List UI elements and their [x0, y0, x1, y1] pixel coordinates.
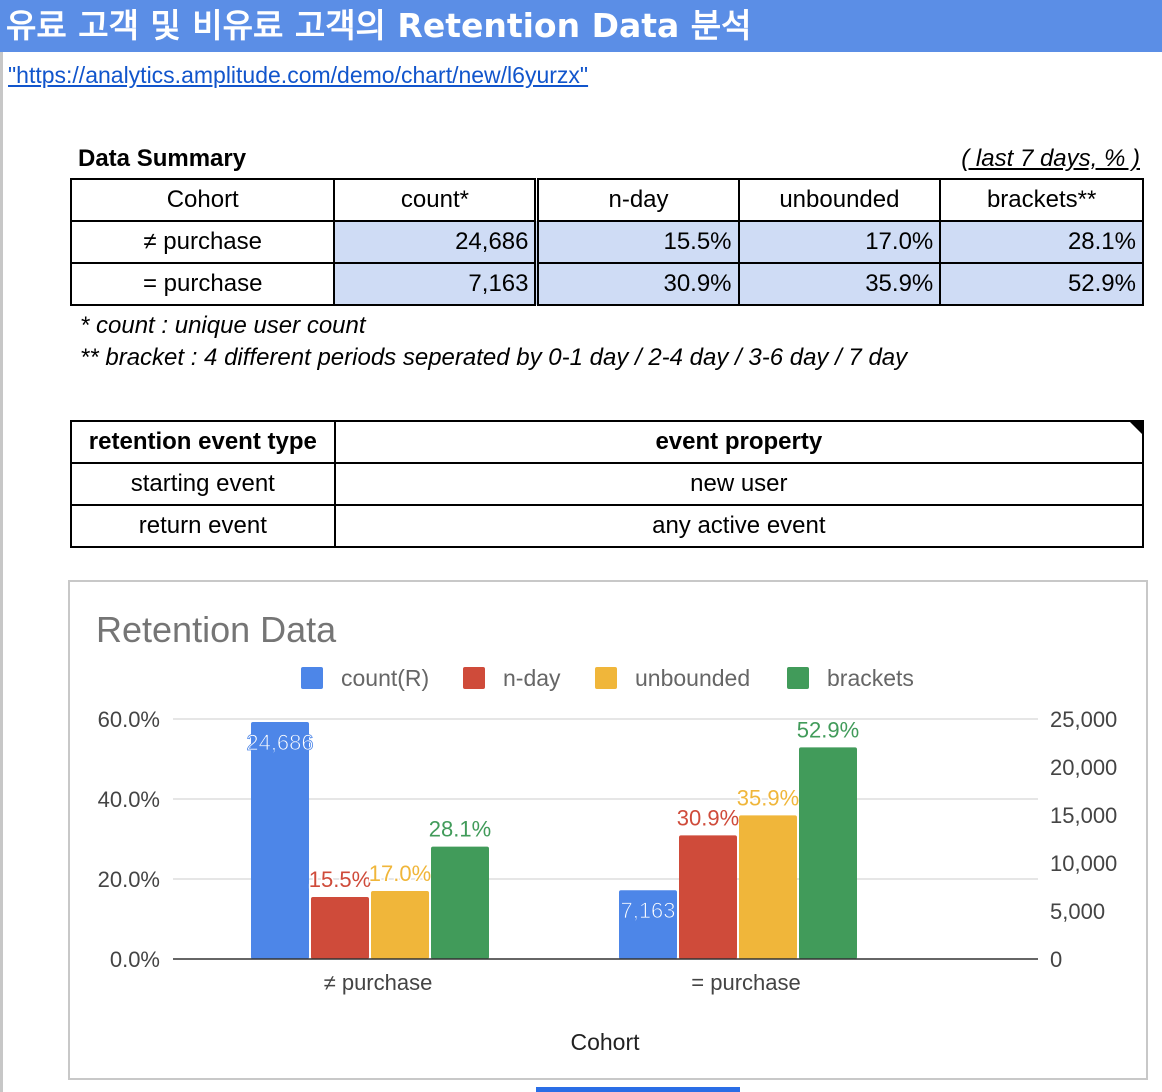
y-tick-label: 40.0% — [98, 787, 160, 812]
event-header-row: retention event type event property — [70, 420, 1145, 464]
table-row: starting event new user — [70, 462, 1145, 506]
bar — [371, 891, 429, 959]
cell-event-type[interactable]: return event — [70, 504, 336, 548]
data-label: 7,163 — [620, 898, 675, 923]
amplitude-chart-link[interactable]: "https://analytics.amplitude.com/demo/ch… — [8, 62, 589, 88]
data-label: 17.0% — [369, 861, 431, 886]
cell-unbounded[interactable]: 17.0% — [737, 220, 942, 264]
cell-brackets[interactable]: 28.1% — [939, 220, 1144, 264]
y2-tick-label: 15,000 — [1050, 803, 1117, 828]
cell-event-type[interactable]: starting event — [70, 462, 336, 506]
cell-cohort[interactable]: ≠ purchase — [69, 220, 336, 264]
left-gutter — [0, 0, 3, 1092]
event-table: retention event type event property star… — [70, 420, 1145, 548]
legend-label: count(R) — [341, 665, 429, 691]
cell-count[interactable]: 7,163 — [333, 262, 538, 306]
note-bracket: ** bracket : 4 different periods seperat… — [80, 344, 908, 371]
header-unbounded[interactable]: unbounded — [737, 178, 942, 222]
legend-swatch — [595, 667, 617, 689]
bar — [739, 815, 797, 959]
cell-nday[interactable]: 15.5% — [534, 220, 740, 264]
x-axis-title: Cohort — [570, 1029, 640, 1055]
header-event-property[interactable]: event property — [333, 420, 1145, 464]
note-count: * count : unique user count — [80, 312, 366, 339]
cell-event-property[interactable]: any active event — [333, 504, 1145, 548]
y-tick-label: 20.0% — [98, 867, 160, 892]
legend-label: n-day — [503, 665, 561, 691]
bar — [679, 835, 737, 959]
summary-range: ( last 7 days, % ) — [961, 145, 1140, 172]
page-title: 유료 고객 및 비유료 고객의 Retention Data 분석 — [0, 0, 1162, 52]
bar — [799, 747, 857, 959]
data-label: 24,686 — [246, 730, 313, 755]
legend-swatch — [301, 667, 323, 689]
legend-swatch — [463, 667, 485, 689]
cell-count[interactable]: 24,686 — [333, 220, 538, 264]
x-tick-label: ≠ purchase — [324, 970, 433, 995]
table-row: ≠ purchase 24,686 15.5% 17.0% 28.1% — [69, 220, 1144, 264]
y2-tick-label: 25,000 — [1050, 707, 1117, 732]
table-row: return event any active event — [70, 504, 1145, 548]
legend-swatch — [787, 667, 809, 689]
header-cohort[interactable]: Cohort — [69, 178, 336, 222]
cell-cohort[interactable]: = purchase — [69, 262, 336, 306]
x-tick-label: = purchase — [691, 970, 800, 995]
y2-tick-label: 5,000 — [1050, 899, 1105, 924]
cell-brackets[interactable]: 52.9% — [939, 262, 1144, 306]
legend-label: unbounded — [635, 665, 750, 691]
y2-tick-label: 0 — [1050, 947, 1062, 972]
data-label: 15.5% — [309, 867, 371, 892]
data-label: 28.1% — [429, 817, 491, 842]
summary-label: Data Summary — [78, 145, 247, 172]
legend-label: brackets — [827, 665, 914, 691]
table-row: = purchase 7,163 30.9% 35.9% 52.9% — [69, 262, 1144, 306]
chart-title: Retention Data — [96, 609, 337, 650]
cell-nday[interactable]: 30.9% — [534, 262, 740, 306]
y-tick-label: 60.0% — [98, 707, 160, 732]
summary-header-row: Cohort count* n-day unbounded brackets** — [69, 178, 1144, 222]
y2-tick-label: 20,000 — [1050, 755, 1117, 780]
y-tick-label: 0.0% — [110, 947, 160, 972]
retention-chart[interactable]: Retention Data count(R) n-day unbounded brac… — [68, 580, 1148, 1080]
bar — [431, 846, 489, 959]
bar — [619, 890, 677, 959]
y2-tick-label: 10,000 — [1050, 851, 1117, 876]
data-label: 52.9% — [797, 717, 859, 742]
bar — [251, 722, 309, 959]
header-event-type[interactable]: retention event type — [70, 420, 336, 464]
sheet-tab-indicator[interactable] — [536, 1087, 740, 1092]
header-nday[interactable]: n-day — [534, 178, 740, 222]
data-label: 35.9% — [737, 785, 799, 810]
header-brackets[interactable]: brackets** — [939, 178, 1144, 222]
cell-event-property[interactable]: new user — [333, 462, 1145, 506]
data-label: 30.9% — [677, 805, 739, 830]
comment-marker-icon[interactable] — [1130, 422, 1142, 434]
summary-table: Cohort count* n-day unbounded brackets**… — [69, 178, 1144, 306]
cell-unbounded[interactable]: 35.9% — [737, 262, 942, 306]
header-count[interactable]: count* — [333, 178, 538, 222]
bar — [311, 897, 369, 959]
